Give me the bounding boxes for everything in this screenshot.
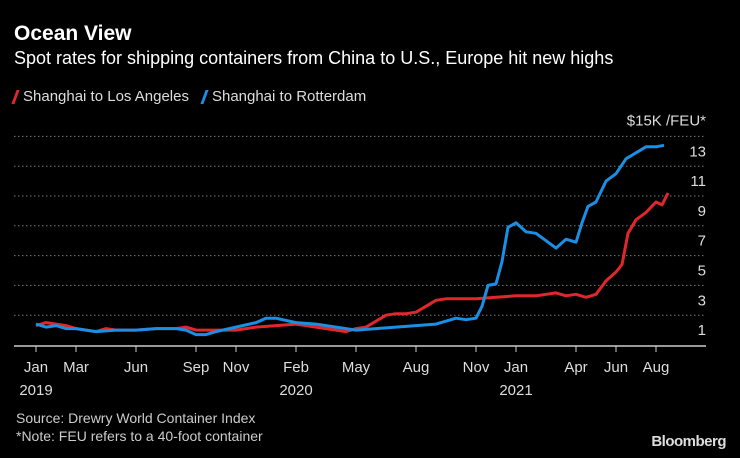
y-tick-label: 3 <box>698 292 706 309</box>
y-tick-label: 5 <box>698 263 706 280</box>
x-tick-label: Nov <box>223 359 250 376</box>
y-tick-label: 7 <box>698 233 706 250</box>
footnotes: Source: Drewry World Container Index *No… <box>16 409 263 445</box>
legend: Shanghai to Los Angeles Shanghai to Rott… <box>11 88 367 105</box>
x-tick-label: Aug <box>403 359 430 376</box>
chart-title: Ocean View <box>14 22 132 45</box>
y-tick-label: 9 <box>698 203 706 220</box>
source-text: Source: Drewry World Container Index <box>16 410 256 426</box>
x-tick-label: Jan <box>24 359 48 376</box>
y-tick-label: 11 <box>690 173 706 190</box>
x-tick-year-label: 2019 <box>19 382 52 399</box>
legend-label: Shanghai to Los Angeles <box>23 88 189 105</box>
x-tick-label: Feb <box>283 359 309 376</box>
x-tick-label: May <box>342 359 371 376</box>
y-axis-unit-label: $15K /FEU* <box>627 113 706 130</box>
series-line-rotterdam <box>35 143 665 337</box>
legend-item-rotterdam: Shanghai to Rotterdam <box>200 88 367 105</box>
note-text: *Note: FEU refers to a 40-foot container <box>16 428 263 444</box>
y-tick-label: 13 <box>689 143 706 160</box>
x-tick-year-label: 2020 <box>279 382 312 399</box>
x-tick-label: Sep <box>183 359 210 376</box>
bloomberg-logo: Bloomberg <box>651 433 726 450</box>
x-tick-label: Jun <box>604 359 628 376</box>
y-tick-label: 1 <box>698 322 706 339</box>
x-tick-label: Apr <box>564 359 587 376</box>
x-tick-year-label: 2021 <box>499 382 532 399</box>
chart-subtitle: Spot rates for shipping containers from … <box>14 48 614 68</box>
x-tick-label: Nov <box>463 359 490 376</box>
x-tick-label: Aug <box>643 359 670 376</box>
x-tick-label: Jan <box>504 359 528 376</box>
series-line-los-angeles <box>35 192 670 334</box>
legend-item-los-angeles: Shanghai to Los Angeles <box>11 88 189 105</box>
x-tick-label: Mar <box>63 359 89 376</box>
x-tick-label: Jun <box>124 359 148 376</box>
legend-label: Shanghai to Rotterdam <box>211 88 367 105</box>
